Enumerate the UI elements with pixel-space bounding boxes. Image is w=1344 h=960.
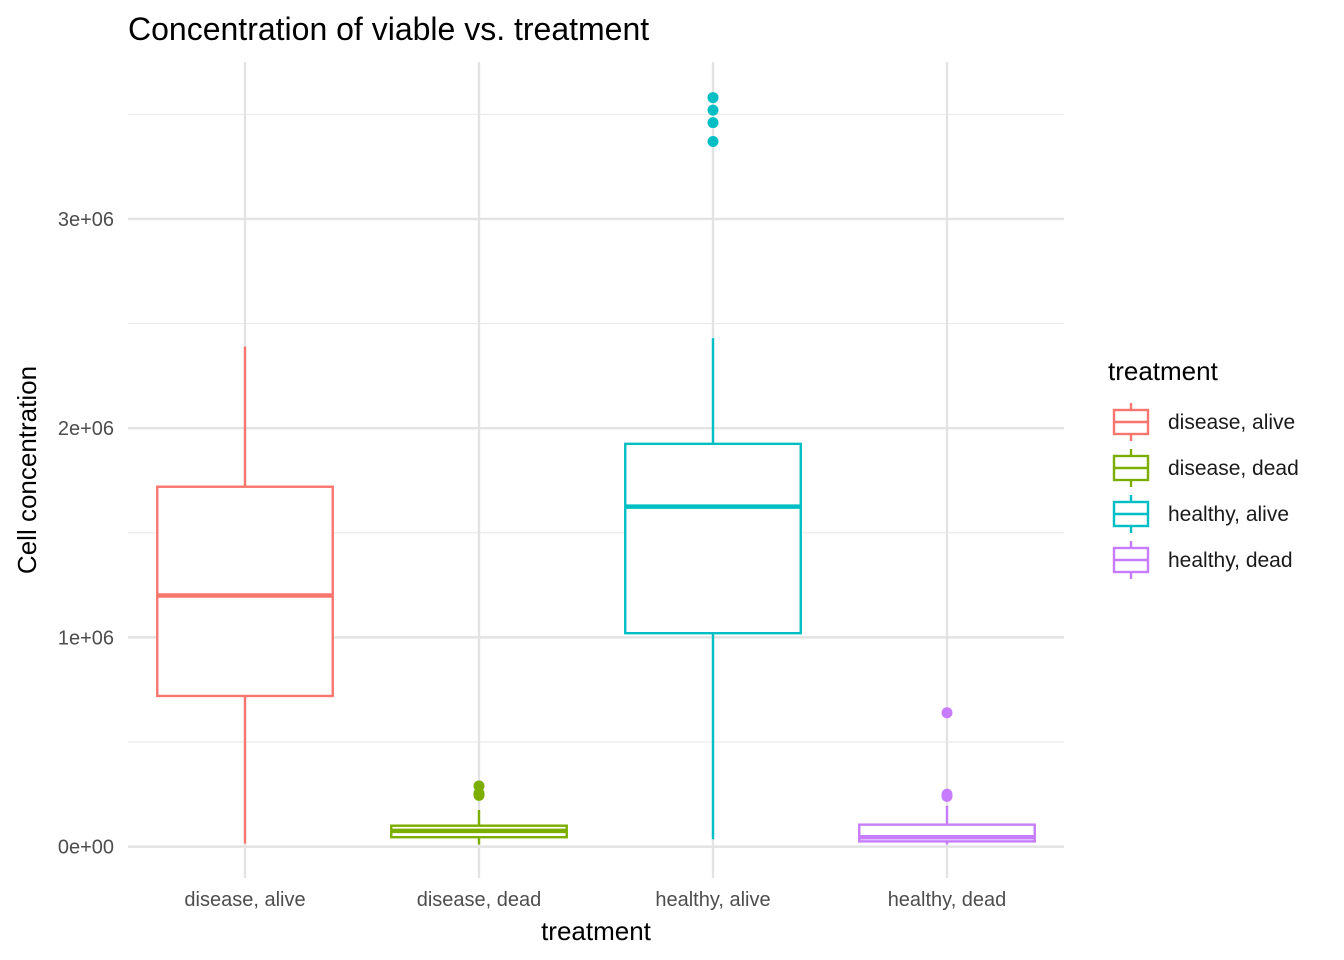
legend-label: healthy, dead xyxy=(1168,549,1293,572)
legend: treatment disease, alive disease, dead hea… xyxy=(1108,356,1299,579)
chart-title: Concentration of viable vs. treatment xyxy=(128,11,649,47)
outlier-point xyxy=(473,780,485,792)
legend-item-disease-dead: disease, dead xyxy=(1112,449,1299,487)
grid xyxy=(128,62,1064,878)
x-axis-ticks: disease, alive disease, dead healthy, aliv… xyxy=(184,889,1006,911)
box-healthy-dead xyxy=(858,707,1036,845)
legend-items: disease, alive disease, dead healthy, aliv… xyxy=(1112,403,1299,579)
x-axis-title: treatment xyxy=(541,916,652,946)
y-tick-label: 1e+06 xyxy=(58,627,114,649)
box-healthy-alive xyxy=(624,92,802,840)
y-tick-label: 3e+06 xyxy=(58,209,114,231)
y-tick-label: 0e+00 xyxy=(58,837,114,859)
legend-label: disease, dead xyxy=(1168,457,1299,480)
box-iqr xyxy=(624,442,802,635)
outlier-point xyxy=(941,788,953,800)
box-iqr xyxy=(156,485,334,698)
legend-label: disease, alive xyxy=(1168,411,1295,434)
outlier-point xyxy=(707,136,719,148)
y-axis-ticks: 0e+00 1e+06 2e+06 3e+06 xyxy=(58,209,114,859)
y-tick-label: 2e+06 xyxy=(58,418,114,440)
legend-item-disease-alive: disease, alive xyxy=(1112,403,1295,441)
box-disease-dead xyxy=(390,780,568,845)
x-tick-label: healthy, dead xyxy=(888,889,1007,911)
legend-item-healthy-dead: healthy, dead xyxy=(1112,541,1293,579)
box-layer xyxy=(156,92,1036,845)
legend-item-healthy-alive: healthy, alive xyxy=(1112,495,1289,533)
x-tick-label: healthy, alive xyxy=(655,889,770,911)
outlier-point xyxy=(941,707,953,719)
outlier-point xyxy=(707,92,719,104)
outlier-point xyxy=(707,117,719,129)
x-tick-label: disease, dead xyxy=(417,889,542,911)
legend-label: healthy, alive xyxy=(1168,503,1289,526)
x-tick-label: disease, alive xyxy=(184,889,305,911)
outlier-point xyxy=(707,104,719,116)
box-disease-alive xyxy=(156,346,334,844)
y-axis-title: Cell concentration xyxy=(12,366,42,574)
legend-title: treatment xyxy=(1108,356,1219,386)
